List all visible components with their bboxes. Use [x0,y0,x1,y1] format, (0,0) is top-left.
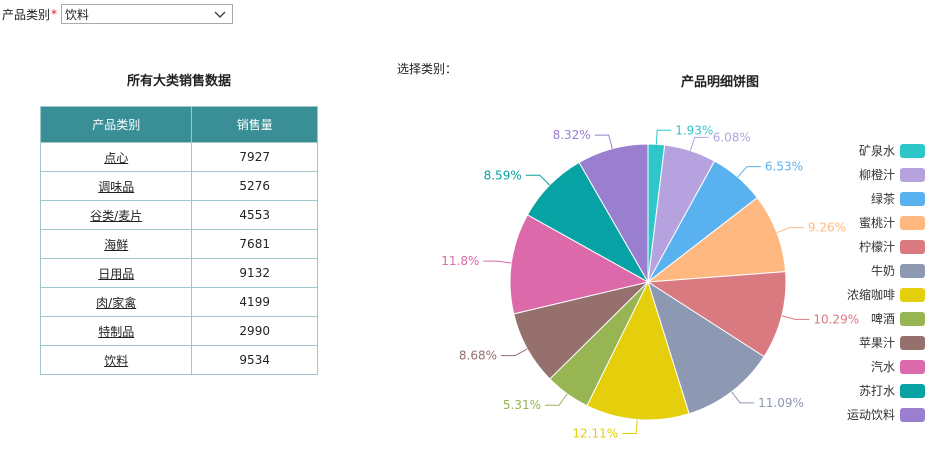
category-link[interactable]: 饮料 [104,353,129,368]
table-row: 调味品 5276 [39,171,318,201]
legend-label: 啤酒 [871,311,895,326]
pie-leader-line [594,134,613,149]
legend-label: 柠檬汁 [859,239,895,254]
category-link[interactable]: 点心 [104,150,129,165]
pie-leader-line [483,260,512,264]
category-filter: 产品类别 * 饮料 [2,4,234,24]
pie-data-label: 12.11% [572,427,618,441]
category-link[interactable]: 海鲜 [104,237,129,252]
pie-slice[interactable] [646,197,787,283]
pie-slice[interactable] [647,280,765,415]
legend-swatch[interactable] [900,264,925,278]
legend-swatch[interactable] [900,384,925,398]
pie-data-label: 10.29% [813,312,859,326]
pie-leader-line [655,129,672,145]
chart-title: 产品明细饼图 [680,75,759,90]
legend-swatch[interactable] [900,168,925,182]
category-cell: 调味品 [39,171,193,201]
pie-slice[interactable] [586,280,690,421]
legend-label: 柳橙汁 [859,167,895,182]
table-title: 所有大类销售数据 [126,74,231,89]
category-link[interactable]: 肉/家禽 [96,295,137,310]
header-category: 产品类别 [39,106,193,143]
pie-data-label: 6.53% [765,160,803,174]
table-row: 谷类/麦片 4553 [39,200,318,230]
category-cell: 饮料 [39,345,193,375]
legend-label: 蜜桃汁 [859,215,895,230]
legend-label: 汽水 [871,359,895,374]
legend-swatch[interactable] [900,144,925,158]
pie-slice[interactable] [509,214,650,315]
required-mark: * [51,7,58,21]
legend-swatch[interactable] [900,336,925,350]
category-cell: 日用品 [39,258,193,288]
pie-leader-line [689,136,709,151]
legend-label: 苹果汁 [859,336,895,350]
legend-swatch[interactable] [900,240,925,254]
category-link[interactable]: 谷类/麦片 [90,208,143,223]
pie-slice[interactable] [646,271,787,358]
pie-leader-line [622,419,638,435]
pie-data-label: 9.26% [808,221,846,235]
pie-data-label: 8.32% [553,128,591,142]
table-row: 特制品 2990 [39,316,318,346]
sales-cell: 9534 [191,345,318,375]
sales-cell: 5276 [191,171,318,201]
sales-cell: 2990 [191,316,318,346]
pie-leader-line [737,166,761,178]
pie-leader-line [776,227,804,234]
header-sales: 销售量 [191,106,318,143]
pie-leader-line [781,315,810,320]
pie-data-label: 8.68% [459,349,497,363]
legend-swatch[interactable] [900,312,925,326]
table-row: 肉/家禽 4199 [39,287,318,317]
pie-leader-line [525,174,551,186]
category-filter-label: 产品类别 [2,7,51,22]
pie-leader-line [501,348,528,357]
pie-data-label: 6.08% [713,130,751,144]
legend-swatch[interactable] [900,216,925,230]
legend-label: 牛奶 [871,263,895,278]
pie-data-label: 1.93% [675,123,713,137]
category-cell: 点心 [39,142,193,172]
chevron-down-icon [214,11,226,18]
legend-label: 绿茶 [871,191,895,206]
legend-swatch[interactable] [900,408,925,422]
table-header-row: 产品类别 销售量 [39,106,318,143]
table-row: 饮料 9534 [39,345,318,375]
category-select[interactable]: 饮料 [61,4,234,24]
table-row: 点心 7927 [39,142,318,172]
category-select-value: 饮料 [65,7,90,22]
sales-cell: 4553 [191,200,318,230]
legend-label: 浓缩咖啡 [847,287,895,302]
legend-swatch[interactable] [900,192,925,206]
category-link[interactable]: 日用品 [98,266,135,281]
legend-label: 矿泉水 [859,144,895,158]
pie-data-label: 11.09% [758,396,804,410]
select-category-label: 选择类别： [397,62,458,76]
legend-swatch[interactable] [900,360,925,374]
category-link[interactable]: 调味品 [98,179,135,194]
sales-table: 产品类别 销售量 点心 7927 调味品 5276 谷类/麦片 4553 海鲜 7681 日用品… [39,106,318,375]
sales-cell: 7927 [191,142,318,172]
table-row: 日用品 9132 [39,258,318,288]
category-link[interactable]: 特制品 [98,324,135,339]
legend-label: 苏打水 [859,384,895,398]
legend-swatch[interactable] [900,288,925,302]
pie-leader-line [545,393,568,406]
pie-data-label: 8.59% [484,168,522,182]
pie-leader-line [731,391,755,404]
pie-data-label: 11.8% [441,254,479,268]
legend-label: 运动饮料 [847,408,895,422]
sales-cell: 4199 [191,287,318,317]
pie-data-label: 5.31% [503,398,541,412]
